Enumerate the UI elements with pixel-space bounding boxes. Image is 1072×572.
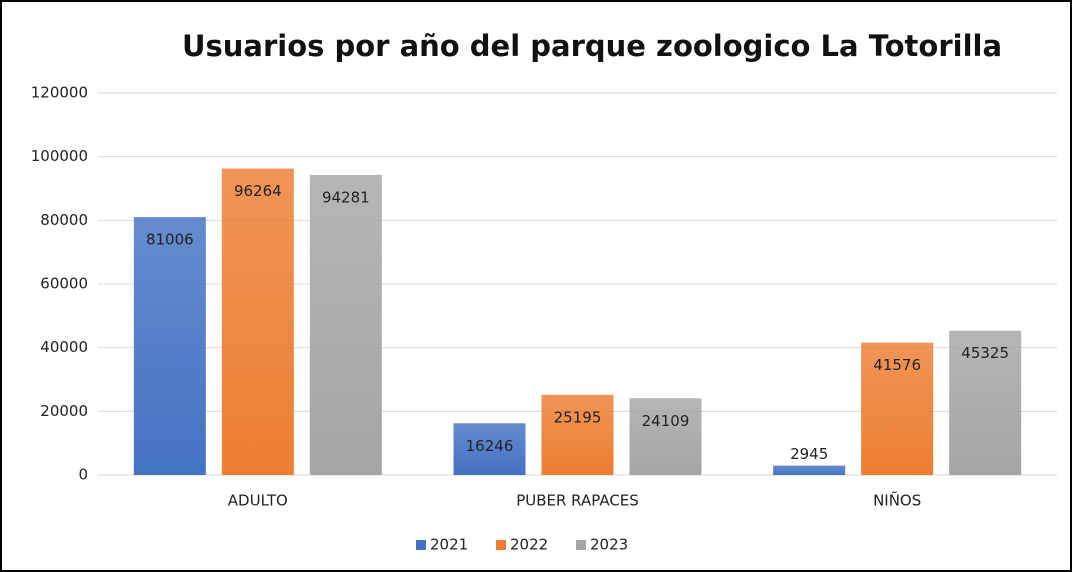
bar bbox=[453, 423, 526, 475]
y-tick-label: 120000 bbox=[31, 84, 88, 102]
y-tick-label: 60000 bbox=[40, 275, 88, 293]
y-tick-label: 40000 bbox=[40, 338, 88, 356]
data-label: 16246 bbox=[466, 437, 514, 455]
y-tick-label: 0 bbox=[78, 466, 88, 484]
chart-title: Usuarios por año del parque zoologico La… bbox=[182, 29, 1002, 63]
y-tick-label: 100000 bbox=[31, 147, 88, 165]
bar bbox=[541, 394, 614, 475]
bar bbox=[629, 398, 702, 475]
legend-swatch bbox=[416, 540, 426, 550]
y-tick-label: 20000 bbox=[40, 402, 88, 420]
bar bbox=[773, 465, 846, 475]
data-label: 24109 bbox=[642, 412, 690, 430]
legend-swatch bbox=[496, 540, 506, 550]
legend-label: 2023 bbox=[590, 536, 628, 554]
x-tick-label: ADULTO bbox=[228, 492, 288, 510]
bar bbox=[309, 174, 382, 476]
legend-label: 2021 bbox=[430, 536, 468, 554]
y-tick-label: 80000 bbox=[40, 211, 88, 229]
data-label: 81006 bbox=[146, 231, 194, 249]
legend-label: 2022 bbox=[510, 536, 548, 554]
bar bbox=[861, 342, 934, 475]
data-label: 41576 bbox=[873, 356, 921, 374]
bar bbox=[133, 217, 206, 475]
x-tick-label: NIÑOS bbox=[873, 491, 921, 510]
bar bbox=[221, 168, 294, 475]
data-label: 2945 bbox=[790, 445, 828, 463]
data-label: 25195 bbox=[554, 408, 602, 426]
data-label: 45325 bbox=[961, 344, 1009, 362]
bar bbox=[949, 330, 1022, 475]
data-label: 94281 bbox=[322, 188, 370, 206]
x-tick-label: PUBER RAPACES bbox=[516, 492, 639, 510]
data-label: 96264 bbox=[234, 182, 282, 200]
legend-swatch bbox=[576, 540, 586, 550]
